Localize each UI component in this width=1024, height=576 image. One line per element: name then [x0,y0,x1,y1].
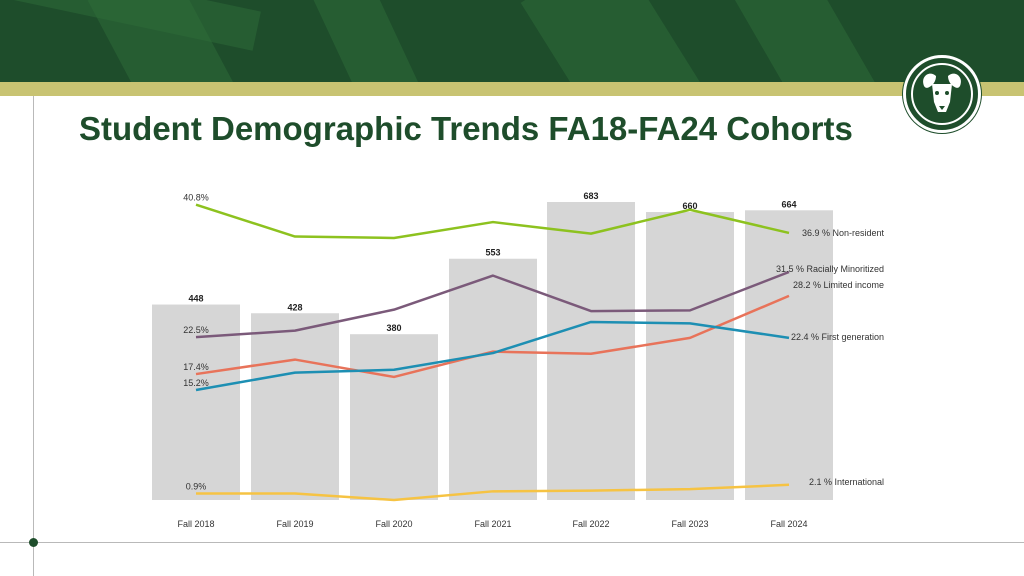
left-divider [33,96,34,576]
series-end-label: 2.1 % International [809,477,884,487]
x-tick-label: Fall 2020 [375,519,412,529]
bar-7 [745,210,833,500]
series-end-label: 36.9 % Non-resident [802,228,885,238]
gold-accent-bar [0,82,1024,96]
bar-value-label: 683 [583,191,598,201]
bar-4 [449,258,537,500]
bar-value-label: 448 [188,294,203,304]
page-title: Student Demographic Trends FA18-FA24 Coh… [79,110,853,147]
series-end-label: 22.4 % First generation [791,332,884,342]
bar-3 [350,334,438,500]
series-start-label: 40.8% [183,193,209,203]
bottom-divider [0,542,1024,543]
series-start-label: 17.4% [183,362,209,372]
bar-value-label: 660 [682,201,697,211]
bar-value-label: 380 [386,323,401,333]
x-tick-label: Fall 2022 [572,519,609,529]
x-tick-label: Fall 2018 [177,519,214,529]
bar-value-label: 553 [485,248,500,258]
bar-6 [646,212,734,500]
bar-value-label: 428 [287,302,302,312]
corner-dot [29,538,38,547]
x-tick-label: Fall 2024 [770,519,807,529]
series-start-label: 15.2% [183,378,209,388]
x-tick-label: Fall 2023 [671,519,708,529]
bar-value-label: 664 [781,199,796,209]
bar-5 [547,202,635,500]
x-tick-label: Fall 2019 [276,519,313,529]
x-tick-label: Fall 2021 [474,519,511,529]
bar-2 [251,313,339,500]
series-end-label: 28.2 % Limited income [793,280,884,290]
series-start-label: 0.9% [186,481,207,491]
series-start-label: 22.5% [183,325,209,335]
ram-head-icon [903,55,981,133]
series-end-label: 31.5 % Racially Minoritized [776,264,884,274]
header-banner [0,0,1024,82]
